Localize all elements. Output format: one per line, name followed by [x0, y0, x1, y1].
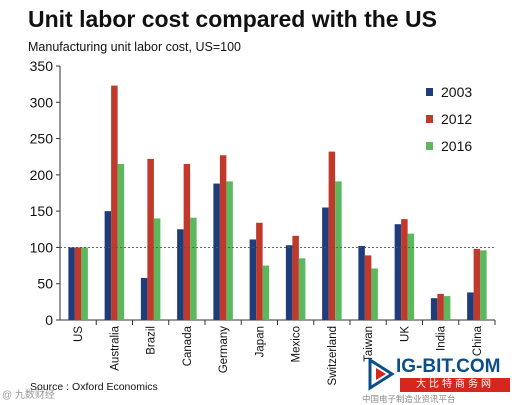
bar-2016-india — [443, 296, 451, 320]
bar-2003-germany — [213, 183, 220, 320]
bar-2016-us — [81, 247, 88, 320]
bar-2016-china — [480, 250, 487, 320]
bar-2003-australia — [104, 211, 112, 320]
legend-swatch-2016 — [426, 142, 433, 150]
bar-2012-india — [437, 293, 444, 320]
x-tick-label: Australia — [109, 325, 121, 370]
bar-2003-china — [467, 292, 474, 320]
x-tick-label: UK — [399, 326, 411, 342]
bar-2003-brazil — [140, 277, 148, 320]
bar-2012-canada — [183, 163, 191, 320]
bar-2012-brazil — [147, 158, 154, 320]
y-tick-label: 0 — [45, 312, 53, 328]
x-tick-label: Switzerland — [327, 326, 339, 385]
x-tick-label: Taiwan — [363, 326, 375, 362]
legend-label-2003: 2003 — [441, 84, 472, 100]
chart-subtitle: Manufacturing unit labor cost, US=100 — [28, 40, 241, 54]
bar-2016-australia — [117, 163, 125, 320]
bar-2016-canada — [190, 217, 197, 320]
brand-logo-icon — [368, 357, 395, 391]
y-tick-label: 300 — [30, 94, 54, 110]
x-tick-label: Canada — [182, 325, 194, 366]
legend-label-2012: 2012 — [441, 111, 472, 127]
bar-2012-us — [74, 247, 82, 320]
bar-2003-mexico — [285, 245, 293, 320]
x-tick-label: India — [436, 325, 448, 351]
bar-2016-switzerland — [335, 181, 342, 320]
bar-2012-mexico — [292, 235, 299, 320]
y-tick-label: 150 — [30, 203, 54, 219]
watermark-text: @ 九数财经 — [2, 390, 55, 401]
bar-2016-japan — [262, 265, 270, 320]
bar-2016-uk — [407, 233, 415, 320]
bar-2012-australia — [111, 85, 118, 320]
x-tick-label: Brazil — [146, 326, 158, 355]
brand-name: IG-BIT.COM — [396, 356, 501, 377]
brand-cn-name: 大比特商务网 — [400, 378, 510, 392]
legend-label-2016: 2016 — [441, 138, 472, 154]
bar-2012-taiwan — [364, 255, 372, 320]
brand-watermark: IG-BIT.COM 大比特商务网 中国电子制造业资讯平台 — [362, 356, 514, 404]
bar-2003-india — [430, 298, 438, 320]
bar-2012-switzerland — [328, 151, 336, 320]
bar-2012-uk — [401, 219, 408, 320]
bar-2003-us — [68, 247, 75, 320]
bar-2016-taiwan — [371, 268, 378, 320]
bar-2003-taiwan — [358, 245, 365, 320]
bar-2016-germany — [226, 181, 233, 320]
x-tick-label: Germany — [218, 326, 230, 374]
source-note: Source : Oxford Economics — [30, 381, 158, 393]
y-tick-label: 50 — [37, 276, 53, 292]
bar-2016-brazil — [153, 218, 161, 320]
chart-title: Unit labor cost compared with the US — [28, 6, 437, 32]
bar-2003-switzerland — [322, 207, 329, 320]
bar-2012-china — [473, 248, 481, 320]
x-tick-label: US — [73, 326, 85, 342]
bar-2012-germany — [219, 155, 227, 320]
bar-2016-mexico — [298, 258, 306, 320]
legend-swatch-2012 — [426, 115, 433, 123]
y-tick-label: 250 — [30, 131, 54, 147]
y-tick-label: 350 — [30, 58, 54, 74]
bar-2003-japan — [249, 239, 257, 320]
x-tick-label: Mexico — [291, 326, 303, 362]
y-tick-label: 200 — [30, 167, 54, 183]
brand-tagline: 中国电子制造业资讯平台 — [362, 394, 456, 404]
legend-swatch-2003 — [426, 88, 433, 96]
x-tick-label: Japan — [254, 326, 266, 357]
bar-2003-canada — [177, 229, 184, 320]
bar-2003-uk — [394, 224, 402, 320]
x-tick-label: China — [472, 325, 484, 356]
bar-2012-japan — [256, 222, 263, 320]
y-tick-label: 100 — [30, 239, 54, 255]
